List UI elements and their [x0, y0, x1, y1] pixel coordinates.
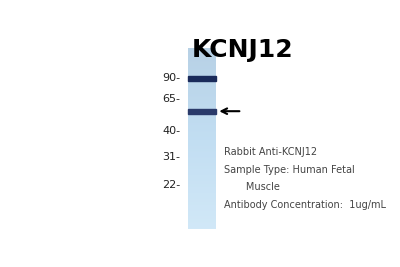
Text: 22-: 22-	[162, 180, 180, 190]
Bar	[188, 76, 216, 81]
Text: 90-: 90-	[162, 73, 180, 83]
Bar	[188, 108, 216, 114]
Text: 40-: 40-	[162, 126, 180, 136]
Text: 31-: 31-	[162, 152, 180, 162]
Text: 65-: 65-	[162, 94, 180, 104]
Text: Rabbit Anti-KCNJ12: Rabbit Anti-KCNJ12	[224, 147, 317, 157]
Text: KCNJ12: KCNJ12	[191, 38, 293, 62]
Text: Antibody Concentration:  1ug/mL: Antibody Concentration: 1ug/mL	[224, 200, 386, 210]
Text: Sample Type: Human Fetal: Sample Type: Human Fetal	[224, 165, 354, 175]
Text: Muscle: Muscle	[224, 182, 280, 192]
